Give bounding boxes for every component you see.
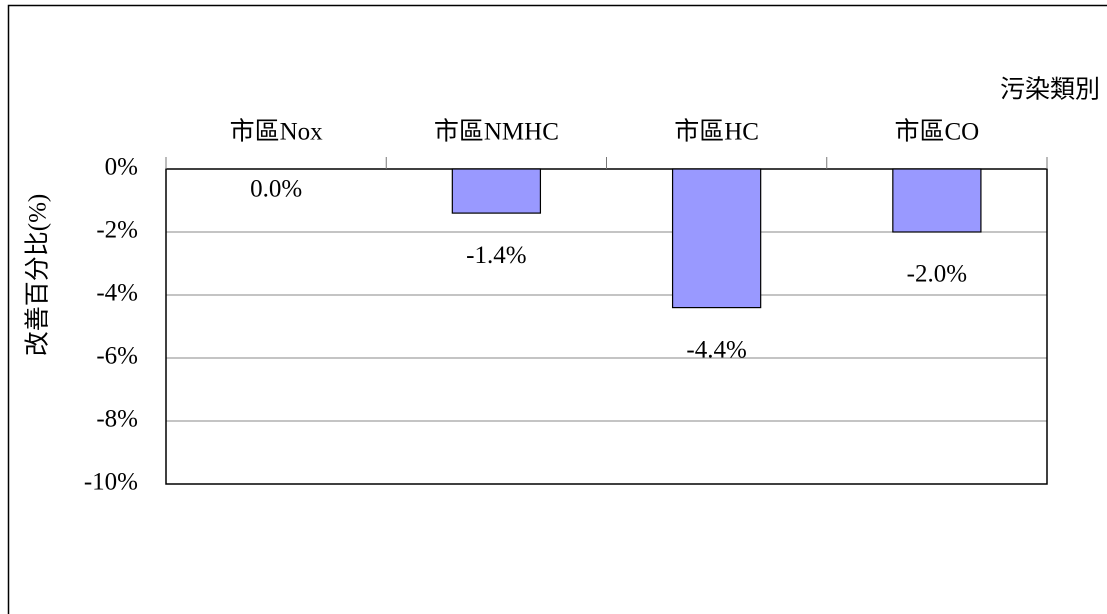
data-label: 0.0% xyxy=(250,176,302,203)
y-tick-label: -4% xyxy=(96,280,138,307)
chart-border xyxy=(7,4,1107,614)
data-label: -4.4% xyxy=(686,336,746,363)
data-label: -2.0% xyxy=(907,261,967,288)
bar xyxy=(671,168,762,309)
x-axis-title: 污染類別 xyxy=(1000,76,1100,104)
y-tick-label: 0% xyxy=(105,154,138,181)
y-axis-title: 改善百分比(%) xyxy=(24,194,52,356)
x-tick-label: 市區HC xyxy=(674,118,759,146)
y-tick-label: -6% xyxy=(96,343,138,370)
x-tick-label: 市區CO xyxy=(895,118,980,146)
x-tick-label: 市區Nox xyxy=(230,118,324,146)
y-tick-label: -10% xyxy=(84,469,138,496)
bar xyxy=(892,168,982,233)
y-tick-label: -2% xyxy=(96,217,138,244)
x-tick-label: 市區NMHC xyxy=(434,118,559,146)
data-label: -1.4% xyxy=(466,242,526,269)
y-tick-label: -8% xyxy=(96,406,138,433)
bar xyxy=(451,168,542,214)
